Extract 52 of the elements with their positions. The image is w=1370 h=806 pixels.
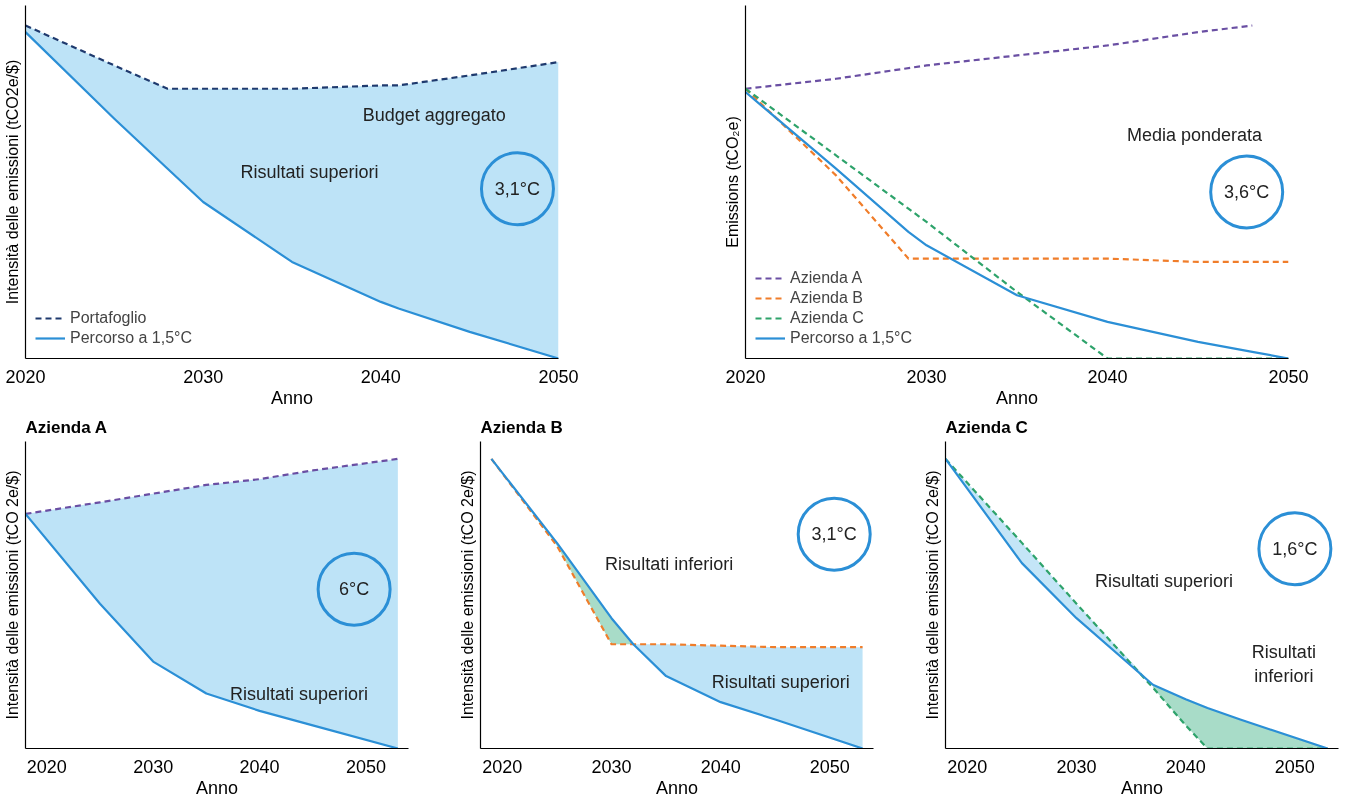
x-tick-label: 2020: [725, 366, 766, 387]
chart-title: Azienda B: [480, 417, 563, 437]
x-tick-label: 2030: [183, 366, 224, 387]
annotation: Media ponderata: [1127, 125, 1264, 146]
annotation: 6°C: [339, 579, 370, 600]
annotation: Risultati superiori: [240, 162, 379, 183]
legend-label: Percorso a 1,5°C: [70, 329, 193, 347]
legend-label: Azienda B: [790, 289, 863, 307]
chart-title: Azienda A: [25, 417, 108, 437]
annotation: Risultati inferiori: [605, 554, 734, 575]
x-tick-label: 2040: [360, 366, 401, 387]
annotation: Risultati inferiori: [1251, 642, 1316, 687]
x-tick-label: 2030: [906, 366, 947, 387]
annotation: 3,6°C: [1224, 181, 1270, 202]
x-tick-label: 2050: [809, 756, 850, 777]
x-tick-label: 2020: [482, 756, 523, 777]
x-tick-label: 2050: [345, 756, 386, 777]
y-axis-title: Emissions (tCO₂e): [723, 116, 741, 248]
annotation: Risultati superiori: [229, 683, 368, 704]
annotation: 3,1°C: [494, 178, 541, 199]
annotation: 3,1°C: [811, 524, 857, 545]
x-tick-label: 2040: [1165, 756, 1206, 777]
x-tick-label: 2030: [1056, 756, 1097, 777]
annotation: Risultati superiori: [711, 671, 850, 692]
annotation: 1,6°C: [1272, 538, 1318, 559]
x-tick-label: 2020: [947, 756, 988, 777]
legend-label: Percorso a 1,5°C: [790, 329, 913, 347]
annotation: Budget aggregato: [362, 105, 506, 126]
x-axis-title: Anno: [995, 387, 1039, 408]
y-axis-title: Intensità delle emissioni (tCO 2e/$): [3, 470, 21, 720]
x-tick-label: 2050: [1268, 366, 1309, 387]
x-axis-title: Anno: [1120, 777, 1164, 798]
x-tick-label: 2040: [700, 756, 741, 777]
legend-label: Azienda A: [790, 269, 863, 287]
x-tick-label: 2030: [591, 756, 632, 777]
annotation: Risultati superiori: [1094, 570, 1234, 591]
x-axis-title: Anno: [655, 777, 699, 798]
x-axis-title: Anno: [195, 777, 239, 798]
legend-label: Portafoglio: [70, 309, 147, 327]
x-tick-label: 2020: [26, 756, 67, 777]
x-tick-label: 2040: [1087, 366, 1128, 387]
x-axis-title: Anno: [270, 387, 314, 408]
legend-label: Azienda C: [790, 309, 864, 327]
y-axis-title: Intensità delle emissioni (tCO2e/$): [3, 59, 21, 305]
y-axis-title: Intensità delle emissioni (tCO 2e/$): [923, 470, 941, 720]
chart-title: Azienda C: [945, 417, 1028, 437]
x-tick-label: 2040: [239, 756, 280, 777]
x-tick-label: 2030: [133, 756, 174, 777]
x-tick-label: 2020: [5, 366, 46, 387]
x-tick-label: 2050: [538, 366, 579, 387]
x-tick-label: 2050: [1274, 756, 1315, 777]
y-axis-title: Intensità delle emissioni (tCO 2e/$): [458, 470, 476, 720]
